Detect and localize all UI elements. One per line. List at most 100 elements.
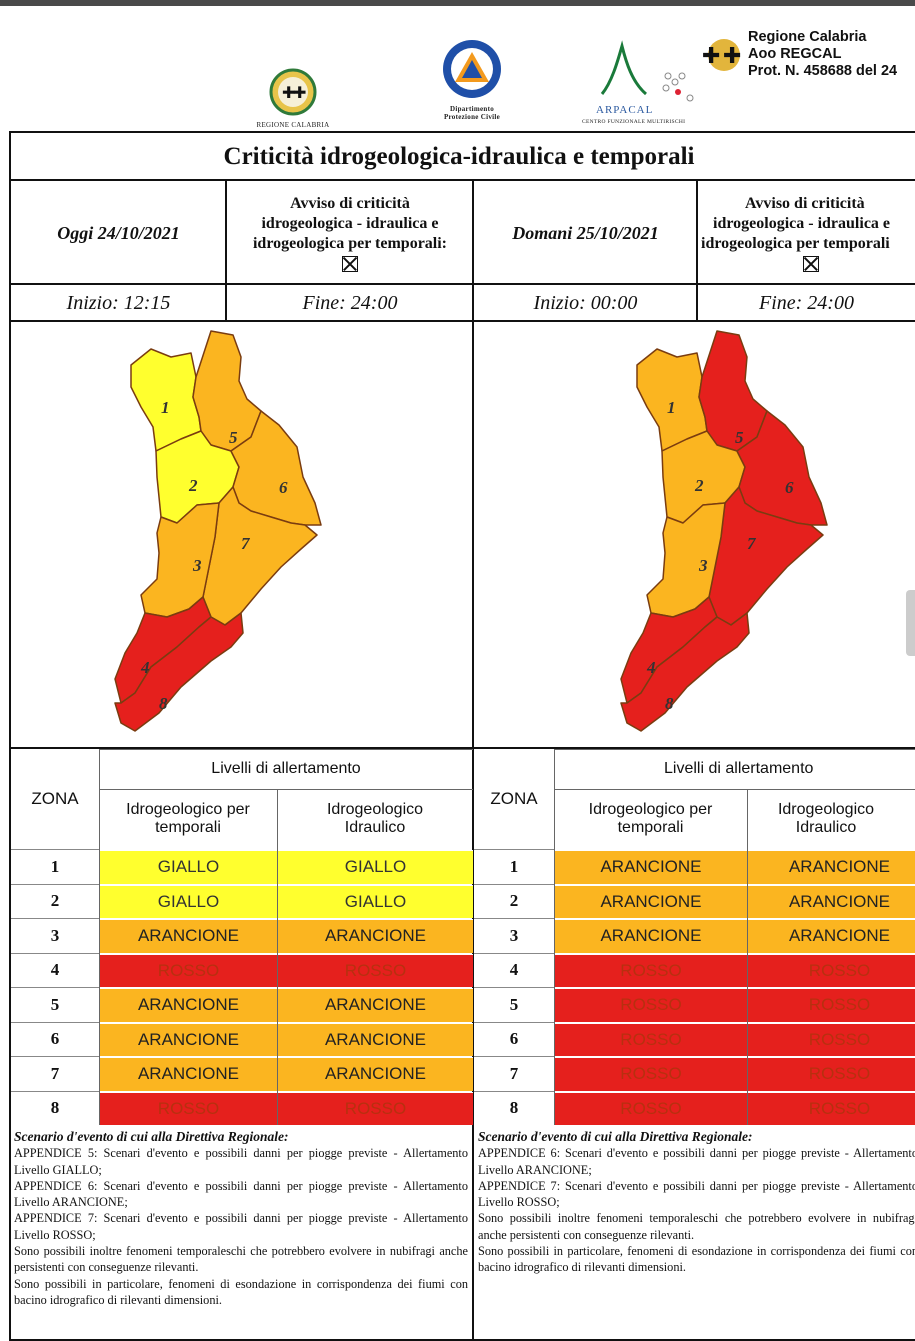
day-1-alert-table: Livelli di allertamento ZONA Idrogeologi… <box>11 749 473 1125</box>
day-2-map-label-3: 3 <box>698 556 708 575</box>
day-1-map-label-6: 6 <box>279 478 288 497</box>
day-1-map-label-3: 3 <box>192 556 202 575</box>
alert-level-temporali: ARANCIONE <box>100 1057 277 1091</box>
protocol-line-2: Aoo REGCAL <box>748 46 842 62</box>
day-1-avviso-line-2: idrogeologica - idraulica e <box>261 215 439 232</box>
day-1-avviso-line-3: idrogeologica per temporali: <box>252 235 448 252</box>
alert-level-temporali: ROSSO <box>555 953 747 987</box>
protezione-caption-2: Protezione Civile <box>443 113 501 121</box>
day-2-zona-header: ZONA <box>490 789 538 808</box>
day-1-map-label-1: 1 <box>161 398 170 417</box>
day-2-map-label-1: 1 <box>667 398 676 417</box>
day-2-scenario-line: Sono possibili in particolare, fenomeni … <box>478 1244 915 1275</box>
day-1-map-label-2: 2 <box>188 476 198 495</box>
alert-level-idraulico: ROSSO <box>748 1057 915 1091</box>
zone-number: 4 <box>474 952 554 988</box>
alert-level-idraulico: ARANCIONE <box>748 884 915 918</box>
day-1-map-label-4: 4 <box>140 658 150 677</box>
day-2-scenario-line: APPENDICE 6: Scenari d'evento e possibil… <box>478 1146 915 1177</box>
day-1-scenario-title: Scenario d'evento di cui alla Direttiva … <box>14 1129 289 1144</box>
alert-level-temporali: ROSSO <box>555 1091 747 1125</box>
alert-level-idraulico: ROSSO <box>748 988 915 1022</box>
alert-level-idraulico: ROSSO <box>748 1022 915 1056</box>
day-2-scenario-line: APPENDICE 7: Scenari d'evento e possibil… <box>478 1178 915 1210</box>
alert-level-temporali: ARANCIONE <box>555 850 747 884</box>
bulletin-title: Criticità idrogeologica-idraulica e temp… <box>11 133 915 181</box>
alert-level-temporali: ARANCIONE <box>100 988 277 1022</box>
day-1-scenario-line: APPENDICE 5: Scenari d'evento e possibil… <box>14 1146 468 1177</box>
protocol-stamp: Regione Calabria Aoo REGCAL Prot. N. 458… <box>748 29 897 80</box>
arpacal-emblem-icon <box>600 40 694 102</box>
day-1-fine: Fine: 24:00 <box>302 291 398 314</box>
zone-number: 5 <box>474 987 554 1022</box>
day-2-scenario: Scenario d'evento di cui alla Direttiva … <box>478 1129 915 1276</box>
regione-emblem-icon: ✚ ✚ <box>269 68 317 116</box>
alert-level-idraulico: GIALLO <box>278 884 473 918</box>
zone-number: 7 <box>11 1056 99 1091</box>
day-2-map-label-6: 6 <box>785 478 794 497</box>
zone-number: 7 <box>474 1056 554 1091</box>
zone-number: 8 <box>11 1090 99 1126</box>
day-2-date: Domani 25/10/2021 <box>512 222 659 243</box>
alert-level-idraulico: ROSSO <box>278 1091 473 1125</box>
day-1-inizio: Inizio: 12:15 <box>66 291 171 314</box>
alert-level-idraulico: GIALLO <box>278 850 473 884</box>
zone-number: 8 <box>474 1090 554 1126</box>
alert-level-idraulico: ROSSO <box>748 953 915 987</box>
day-1-map: 1 5 2 6 7 3 4 8 <box>114 330 322 732</box>
svg-text:✚: ✚ <box>282 83 295 102</box>
day-2-col2-header: Idrogeologico Idraulico <box>777 801 875 836</box>
day-1-avviso-checkbox <box>342 256 358 272</box>
day-1-scenario-line: Sono possibili in particolare, fenomeni … <box>14 1276 468 1307</box>
zone-number: 4 <box>11 952 99 988</box>
day-1-levels-header: Livelli di allertamento <box>211 760 361 777</box>
day-2-zone-8-area <box>620 612 750 732</box>
day-2-map: 1 5 2 6 7 3 4 8 <box>620 330 828 732</box>
zone-number: 5 <box>11 987 99 1022</box>
day-2-map-label-4: 4 <box>646 658 656 677</box>
alert-level-idraulico: ARANCIONE <box>748 850 915 884</box>
zone-number: 6 <box>11 1021 99 1057</box>
day-1-scenario-line: APPENDICE 7: Scenari d'evento e possibil… <box>14 1211 468 1242</box>
day-2-avviso-checkbox <box>803 256 819 272</box>
day-1-col1-header: Idrogeologico per temporali <box>126 801 250 836</box>
zone-number: 1 <box>11 849 99 884</box>
day-2-fine: Fine: 24:00 <box>759 291 854 314</box>
alert-level-idraulico: ROSSO <box>278 953 473 987</box>
alert-level-idraulico: ARANCIONE <box>278 1057 473 1091</box>
alert-level-temporali: ARANCIONE <box>555 884 747 918</box>
top-status-bar <box>0 0 915 6</box>
day-2-map-label-2: 2 <box>694 476 704 495</box>
day-1-scenario-line: Sono possibili inoltre fenomeni temporal… <box>14 1244 468 1275</box>
day-1-map-label-5: 5 <box>229 428 238 447</box>
alert-level-temporali: ROSSO <box>555 1057 747 1091</box>
day-1-avviso: Avviso di criticità idrogeologica - idra… <box>226 181 474 285</box>
day-2-avviso-line-2: idrogeologica - idraulica e <box>713 215 891 232</box>
day-1-scenario: Scenario d'evento di cui alla Direttiva … <box>14 1129 468 1308</box>
alert-level-temporali: ARANCIONE <box>100 1022 277 1056</box>
day-2-alert-table: Livelli di allertamento ZONA Idrogeologi… <box>474 749 915 1125</box>
day-2-col1-header: Idrogeologico per temporali <box>588 801 713 836</box>
day-2-map-label-7: 7 <box>747 534 757 553</box>
zone-number: 3 <box>11 918 99 953</box>
regione-logo-caption: REGIONE CALABRIA <box>256 121 330 129</box>
zone-number: 1 <box>474 849 554 884</box>
zone-number: 2 <box>11 883 99 919</box>
alert-level-idraulico: ARANCIONE <box>278 988 473 1022</box>
alert-level-temporali: GIALLO <box>100 884 277 918</box>
day-2-levels-header: Livelli di allertamento <box>664 760 814 777</box>
side-scroll-handle[interactable] <box>906 590 915 656</box>
bulletin-document: Criticità idrogeologica-idraulica e temp… <box>9 131 915 1341</box>
protocol-line-3: Prot. N. 458688 del 24 <box>748 63 898 79</box>
protezione-caption-1: Dipartimento <box>449 105 495 113</box>
day-1-map-label-7: 7 <box>241 534 251 553</box>
protezione-civile-emblem-icon <box>443 40 501 98</box>
day-1-date: Oggi 24/10/2021 <box>57 222 180 243</box>
day-2-avviso-line-3: idrogeologica per temporali <box>701 235 890 252</box>
alert-level-temporali: ROSSO <box>555 1022 747 1056</box>
alert-level-temporali: ARANCIONE <box>555 919 747 953</box>
alert-level-temporali: ROSSO <box>100 1091 277 1125</box>
zone-number: 6 <box>474 1021 554 1057</box>
regione-calabria-logo: ✚ ✚ REGIONE CALABRIA <box>244 68 342 129</box>
day-1-col2-header: Idrogeologico Idraulico <box>326 801 424 836</box>
